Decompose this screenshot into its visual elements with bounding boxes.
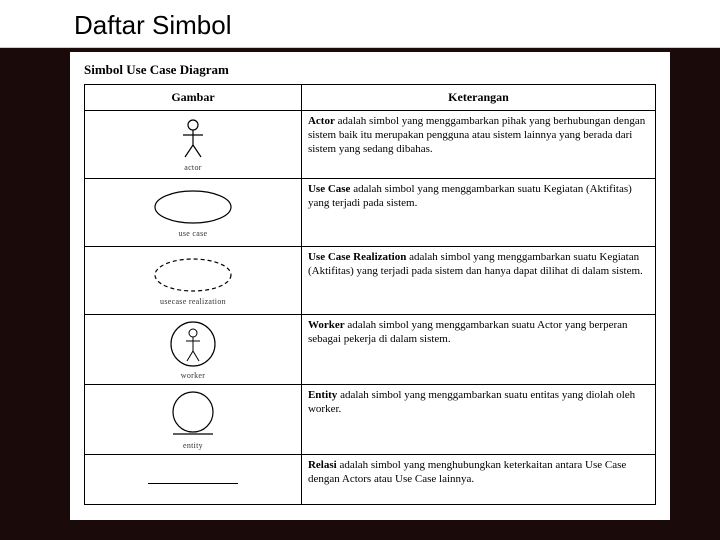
term: Use Case Realization: [308, 251, 406, 263]
symbol-cell-entity: entity: [85, 385, 302, 455]
symbol-label: worker: [91, 371, 295, 380]
table-row: usecase realization Use Case Realization…: [85, 247, 656, 315]
slide: Daftar Simbol Simbol Use Case Diagram Ga…: [0, 0, 720, 540]
header-keterangan: Keterangan: [301, 85, 655, 111]
desc-cell: Entity adalah simbol yang menggambarkan …: [301, 385, 655, 455]
desc-cell: Use Case adalah simbol yang menggambarka…: [301, 179, 655, 247]
desc-text: adalah simbol yang menggambarkan suatu e…: [308, 389, 635, 415]
symbol-cell-relasi: [85, 455, 302, 505]
desc-text: adalah simbol yang menggambarkan suatu K…: [308, 183, 632, 209]
desc-cell: Use Case Realization adalah simbol yang …: [301, 247, 655, 315]
symbol-cell-actor: actor: [85, 111, 302, 179]
table-row: Relasi adalah simbol yang menghubungkan …: [85, 455, 656, 505]
symbol-cell-usecase: use case: [85, 179, 302, 247]
desc-cell: Worker adalah simbol yang menggambarkan …: [301, 315, 655, 385]
header-gambar: Gambar: [85, 85, 302, 111]
symbol-label: entity: [91, 441, 295, 450]
term: Use Case: [308, 183, 350, 195]
symbol-cell-worker: worker: [85, 315, 302, 385]
symbol-label: actor: [91, 163, 295, 172]
symbol-label: use case: [91, 229, 295, 238]
table-row: worker Worker adalah simbol yang menggam…: [85, 315, 656, 385]
usecase-realization-icon: [148, 255, 238, 295]
desc-text: adalah simbol yang menghubungkan keterka…: [308, 459, 626, 485]
symbol-cell-realization: usecase realization: [85, 247, 302, 315]
symbol-label: usecase realization: [91, 297, 295, 306]
table-header-row: Gambar Keterangan: [85, 85, 656, 111]
desc-text: adalah simbol yang menggambarkan pihak y…: [308, 115, 645, 155]
term: Worker: [308, 319, 345, 331]
table-caption: Simbol Use Case Diagram: [84, 62, 656, 78]
table-row: use case Use Case adalah simbol yang men…: [85, 179, 656, 247]
worker-icon: [166, 319, 220, 369]
term: Relasi: [308, 459, 337, 471]
entity-icon: [166, 389, 220, 439]
desc-text: adalah simbol yang menggambarkan suatu A…: [308, 319, 628, 345]
table-row: entity Entity adalah simbol yang menggam…: [85, 385, 656, 455]
content-paper: Simbol Use Case Diagram Gambar Keteranga…: [70, 52, 670, 520]
relation-line-icon: [148, 483, 238, 484]
slide-title: Daftar Simbol: [68, 8, 238, 43]
desc-cell: Relasi adalah simbol yang menghubungkan …: [301, 455, 655, 505]
symbol-table: Gambar Keterangan actor: [84, 84, 656, 505]
actor-icon: [173, 117, 213, 161]
term: Actor: [308, 115, 335, 127]
table-row: actor Actor adalah simbol yang menggamba…: [85, 111, 656, 179]
desc-cell: Actor adalah simbol yang menggambarkan p…: [301, 111, 655, 179]
usecase-icon: [148, 187, 238, 227]
term: Entity: [308, 389, 337, 401]
